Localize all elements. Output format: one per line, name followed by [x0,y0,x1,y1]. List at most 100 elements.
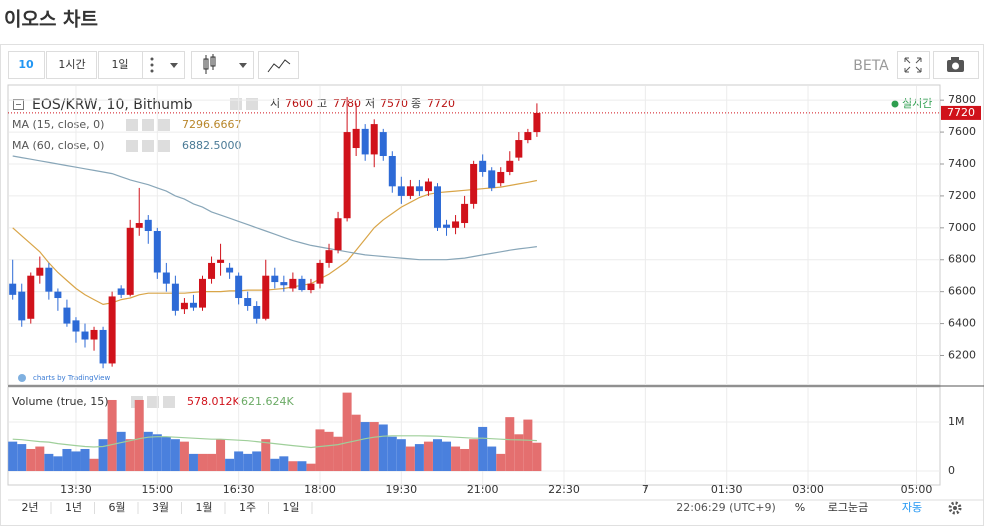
x-tick-label: 21:00 [467,483,499,496]
volume-bar [98,439,108,472]
candle-body [316,262,324,284]
realtime-dot [891,100,899,108]
candle-body [162,272,170,284]
indicator-button[interactable] [258,51,299,79]
y-tick-label: 1M [948,415,965,428]
interval-button[interactable] [98,51,143,79]
candle-body [126,227,134,295]
candle-body [388,156,396,187]
candle-body [397,186,405,196]
ohlc-value: 7720 [427,97,455,110]
candle-body [135,223,143,228]
x-tick-label: 05:00 [901,483,933,496]
x-tick-label: 19:30 [385,483,417,496]
ohlc-value: 7600 [285,97,313,110]
range-button[interactable]: 1년 [65,501,82,514]
volume-bar [432,439,442,472]
percent-toggle[interactable]: % [795,501,805,514]
menu-dots [150,57,154,73]
volume-bar [423,441,433,472]
volume-bar [161,436,171,472]
range-button[interactable]: 1월 [195,501,212,514]
volume-bar [35,446,45,472]
volume-bar [451,446,461,472]
collapse-icon[interactable] [13,99,24,110]
volume-bar [532,442,542,472]
candle-body [352,128,360,149]
volume-bar [369,422,379,472]
ma-value: 6882.5000 [182,139,242,152]
y-tick-label: 7200 [948,189,976,202]
ohlc-label: 고 [317,97,327,110]
auto-toggle[interactable]: 자동 [902,501,922,514]
interval-label: 10 [18,58,34,71]
candle-body [63,307,71,324]
volume-bar [143,431,153,472]
ma-legend: MA (15, close, 0) [12,118,104,131]
candle-body [117,288,125,295]
x-tick-label: 18:00 [304,483,336,496]
candle-body [99,329,107,364]
candle-body [307,283,315,291]
watermark-logo [18,374,26,382]
y-tick-label: 6200 [948,348,976,361]
candle-body [108,296,116,364]
fullscreen-button[interactable] [897,51,930,79]
volume-bar [71,451,81,472]
candle-body [72,320,80,332]
legend-icons [126,119,175,408]
candle-body [189,302,197,308]
range-button[interactable]: 3월 [152,501,169,514]
volume-bar [523,419,533,472]
candle-body [524,132,532,141]
candle-body [343,132,351,219]
interval-button[interactable] [8,51,45,79]
ohlc-label: 시 [270,97,280,110]
candle-body [452,221,460,228]
volume-bar [360,422,370,472]
candle-body [180,302,188,310]
volume-value: 578.012K [187,395,240,408]
ma-line [12,155,537,261]
volume-bar [505,417,515,472]
range-button[interactable]: 6월 [108,501,125,514]
candle-body [424,181,432,192]
x-tick-label: 7 [642,483,649,496]
candle-body [54,291,62,299]
candle-body [370,124,378,155]
x-tick-label: 16:30 [223,483,255,496]
interval-button[interactable] [46,51,97,79]
fullscreen-icon [904,57,922,73]
candle-body [361,128,369,155]
indicator-icon [267,59,291,73]
volume-bar [170,439,180,472]
volume-bar [62,448,72,472]
volume-bar [496,453,506,472]
range-button[interactable]: 1일 [282,500,299,514]
candle-body [497,171,505,184]
range-button[interactable]: 2년 [21,501,38,514]
log-toggle[interactable]: 로그눈금 [828,501,868,514]
main-pane [7,84,941,386]
range-button[interactable]: 1주 [239,501,256,514]
volume-bar [26,448,36,472]
candle-body [488,170,496,188]
volume-bar [324,431,334,472]
candle-body [262,275,270,319]
settings-icon[interactable] [948,501,962,515]
volume-bar [333,436,343,472]
x-tick-label: 15:00 [141,483,173,496]
ohlc-label: 종 [411,97,421,110]
candle-body [171,283,179,311]
y-tick-label: 6800 [948,253,976,266]
volume-bar [460,448,470,472]
volume-bar [297,461,307,472]
volume-ma-value: 621.624K [241,395,294,408]
candle-body [406,186,414,196]
volume-bar [442,441,452,472]
candle-body [506,160,514,172]
interval-menu[interactable] [142,51,185,79]
y-tick-label: 6400 [948,317,976,330]
y-tick-label: 7000 [948,221,976,234]
volume-bar [44,453,54,472]
